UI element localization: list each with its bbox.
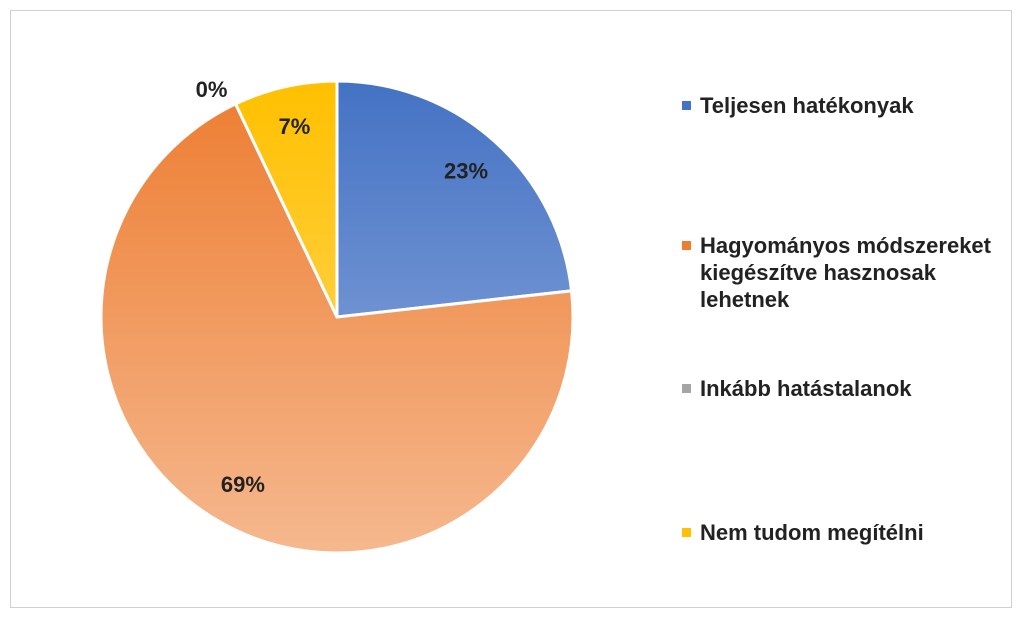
legend-label: Inkább hatástalanok [700,376,912,401]
legend-item: Inkább hatástalanok [682,375,1002,402]
legend-item: Teljesen hatékonyak [682,92,1002,119]
pie-slice [99,101,575,555]
legend-label: Teljesen hatékonyak [700,93,914,118]
legend-swatch [682,528,691,537]
pie-slice [233,79,339,318]
legend-label: Nem tudom megítélni [700,520,924,545]
data-label: 69% [221,472,265,497]
legend-item: Hagyományos módszereket kiegészítve hasz… [682,232,1002,313]
data-label: 7% [278,114,310,139]
pie-slice [335,79,574,319]
legend-swatch [682,384,691,393]
legend-item: Nem tudom megítélni [682,519,1002,546]
data-label: 0% [196,77,228,102]
legend-label: Hagyományos módszereket kiegészítve hasz… [700,233,991,312]
data-label: 23% [444,159,488,184]
legend-swatch [682,101,691,110]
legend-swatch [682,241,691,250]
